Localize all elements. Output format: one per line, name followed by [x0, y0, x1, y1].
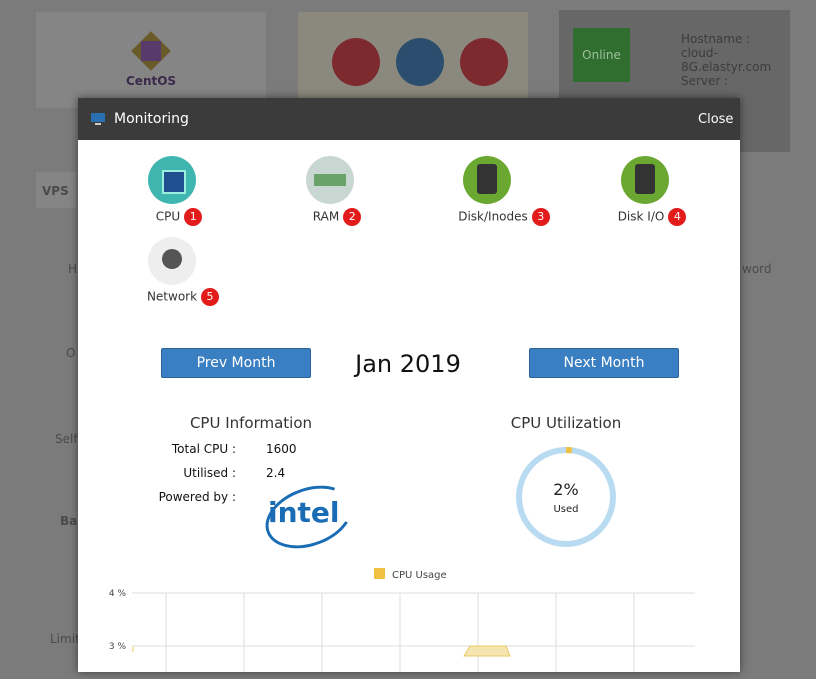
- tab-label: Network: [146, 289, 198, 304]
- legend-label: CPU Usage: [392, 570, 447, 581]
- monitoring-modal: Monitoring Close CPU 1 RAM 2 Disk/Inodes 3 …: [78, 98, 740, 672]
- side-label: Self: [55, 432, 78, 446]
- tab[interactable]: CPU 1: [119, 208, 239, 226]
- network-icon[interactable]: [148, 237, 196, 285]
- intel-logo: intel: [268, 496, 340, 529]
- close-button[interactable]: Close: [698, 112, 734, 127]
- host-line: cloud-: [681, 46, 718, 60]
- cpu-usage-chart: CPU Usage 4 % 3 %: [109, 568, 695, 672]
- monitor-icon: [91, 113, 105, 125]
- stop-button[interactable]: [332, 38, 380, 86]
- utilization-heading: CPU Utilization: [510, 414, 622, 432]
- info-value: 1600: [266, 442, 297, 456]
- tab-label: RAM: [312, 209, 340, 224]
- tab[interactable]: Network 5: [123, 288, 243, 306]
- tab-label: Disk I/O: [617, 209, 665, 224]
- donut-used: [516, 447, 616, 547]
- side-label: word: [742, 262, 772, 276]
- info-key: Total CPU :: [171, 442, 236, 456]
- tab-badge: 5: [201, 288, 220, 306]
- area-fragment: [463, 645, 511, 657]
- tab-badge: 2: [343, 208, 362, 226]
- side-label: VPS: [42, 184, 69, 198]
- tab-label: Disk/Inodes: [458, 209, 528, 224]
- y-tick-label: 4 %: [109, 589, 127, 599]
- host-line: 8G.elastyr.com: [681, 60, 772, 74]
- month-label: Jan 2019: [355, 350, 461, 378]
- cpu-icon[interactable]: [148, 156, 196, 204]
- utilization-donut: [516, 447, 616, 547]
- next-month-button[interactable]: Next Month: [529, 348, 679, 378]
- power-button[interactable]: [460, 38, 508, 86]
- info-key: Powered by :: [158, 490, 236, 504]
- side-label: Ba: [60, 514, 78, 528]
- host-line: Server :: [681, 74, 729, 88]
- side-panel: [36, 172, 76, 208]
- info-heading: CPU Information: [189, 414, 313, 432]
- tab-badge: 4: [668, 208, 687, 226]
- logo-text: CentOS: [126, 74, 177, 88]
- side-label: H: [68, 262, 78, 276]
- tab-label: CPU: [155, 209, 181, 224]
- logo-panel: CentOS: [36, 12, 266, 108]
- tab[interactable]: RAM 2: [277, 208, 397, 226]
- status: Online: [573, 28, 630, 82]
- tab[interactable]: Disk/Inodes 3: [434, 208, 574, 226]
- tab[interactable]: Disk I/O 4: [592, 208, 712, 226]
- info-key: Utilised :: [183, 466, 236, 480]
- area-fragment: [132, 646, 134, 652]
- centos-logo: [131, 31, 171, 71]
- ram-icon[interactable]: [306, 156, 354, 204]
- legend-swatch: [374, 568, 385, 579]
- y-tick-label: 3 %: [109, 642, 127, 652]
- modal-header: Monitoring Close: [78, 98, 740, 140]
- power-panel: [298, 12, 528, 102]
- tab-badge: 1: [184, 208, 203, 226]
- modal-title: Monitoring: [114, 111, 189, 127]
- disk-icon[interactable]: [463, 156, 511, 204]
- restart-button[interactable]: [396, 38, 444, 86]
- host-line: Hostname :: [681, 32, 751, 46]
- side-label: Limit: [50, 632, 80, 646]
- side-label: O: [66, 346, 76, 360]
- utilization-caption: Used: [553, 504, 579, 515]
- prev-month-button[interactable]: Prev Month: [161, 348, 311, 378]
- disk-io-icon[interactable]: [621, 156, 669, 204]
- info-value: 2.4: [266, 466, 286, 480]
- utilization-value: 2%: [553, 480, 579, 499]
- tab-badge: 3: [531, 208, 550, 226]
